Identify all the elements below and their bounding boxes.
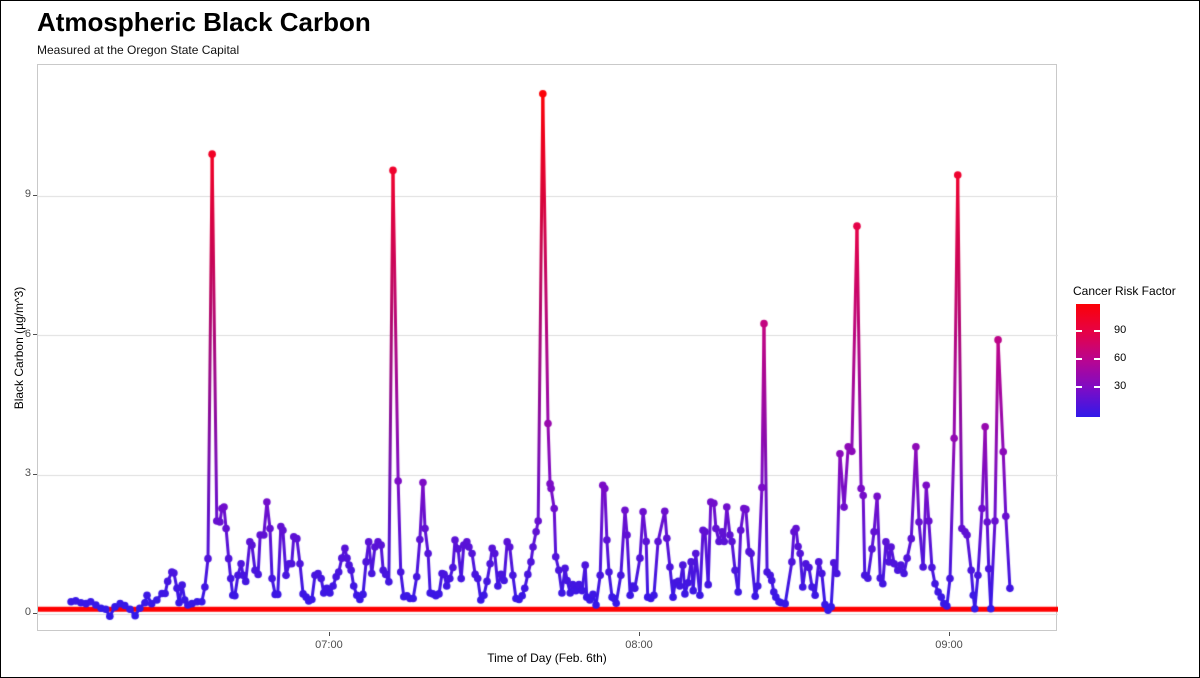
legend-tick-dash bbox=[1094, 357, 1100, 360]
page-title: Atmospheric Black Carbon bbox=[37, 7, 371, 37]
x-tick-label: 07:00 bbox=[315, 639, 343, 651]
x-axis-title: Time of Day (Feb. 6th) bbox=[487, 651, 607, 665]
legend-tick-label: 60 bbox=[1114, 351, 1127, 364]
legend-tick-label: 30 bbox=[1114, 380, 1127, 393]
y-tick-mark bbox=[33, 613, 37, 614]
legend-tick-label: 90 bbox=[1114, 324, 1127, 337]
color-legend: Cancer Risk Factor 90 60 30 bbox=[1073, 284, 1199, 429]
legend-tick-dash bbox=[1094, 386, 1100, 389]
y-tick-mark bbox=[33, 195, 37, 196]
legend-tick-dash bbox=[1076, 357, 1082, 360]
page-subtitle: Measured at the Oregon State Capital bbox=[37, 43, 240, 57]
y-tick-mark bbox=[33, 334, 37, 335]
x-tick-label: 09:00 bbox=[935, 639, 963, 651]
legend-tick-dash bbox=[1076, 386, 1082, 389]
plot-panel bbox=[37, 64, 1058, 632]
y-tick-label: 9 bbox=[24, 188, 31, 201]
legend-gradient bbox=[1076, 304, 1100, 417]
x-tick-mark bbox=[329, 632, 330, 636]
legend-gradient-bar: 90 60 30 bbox=[1076, 304, 1126, 417]
y-tick-mark bbox=[33, 474, 37, 475]
x-tick-label: 08:00 bbox=[625, 639, 653, 651]
y-tick-label: 6 bbox=[24, 327, 31, 340]
legend-tick-dash bbox=[1094, 330, 1100, 333]
y-tick-label: 0 bbox=[24, 606, 31, 619]
y-tick-label: 3 bbox=[24, 467, 31, 480]
x-tick-mark bbox=[639, 632, 640, 636]
chart-canvas bbox=[38, 65, 1058, 632]
legend-title: Cancer Risk Factor bbox=[1073, 284, 1176, 298]
legend-tick-dash bbox=[1076, 330, 1082, 333]
x-tick-mark bbox=[949, 632, 950, 636]
y-axis-title: Black Carbon (µg/m^3) bbox=[12, 286, 26, 410]
